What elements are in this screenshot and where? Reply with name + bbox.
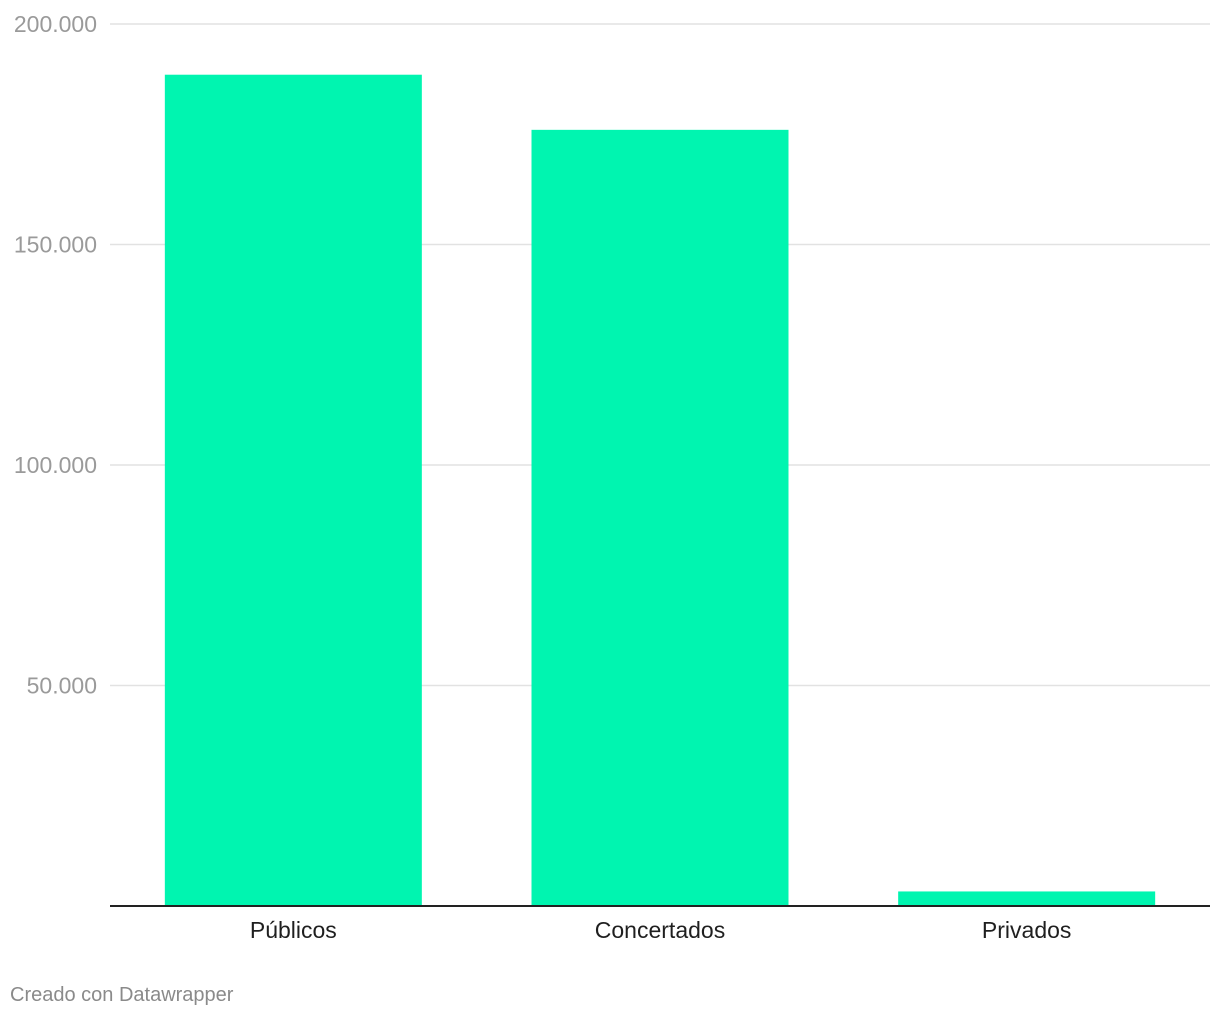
x-tick-label: Privados xyxy=(982,917,1071,943)
bars xyxy=(164,74,1156,907)
bar-públicos xyxy=(164,74,422,907)
y-tick-label: 100.000 xyxy=(14,452,97,478)
y-axis-labels: 50.000 100.000 150.000 200.000 xyxy=(14,11,97,699)
x-axis-labels: Públicos Concertados Privados xyxy=(250,917,1072,943)
bar-concertados xyxy=(531,129,789,907)
footer-credit: Creado con Datawrapper xyxy=(10,984,234,1006)
y-tick-label: 50.000 xyxy=(27,673,97,699)
bar-chart: 50.000 100.000 150.000 200.000 Públicos Conc… xyxy=(14,11,1210,943)
y-tick-label: 150.000 xyxy=(14,232,97,258)
y-tick-label: 200.000 xyxy=(14,11,97,37)
bar-privados xyxy=(898,891,1156,906)
x-tick-label: Concertados xyxy=(595,917,725,943)
x-tick-label: Públicos xyxy=(250,917,337,943)
